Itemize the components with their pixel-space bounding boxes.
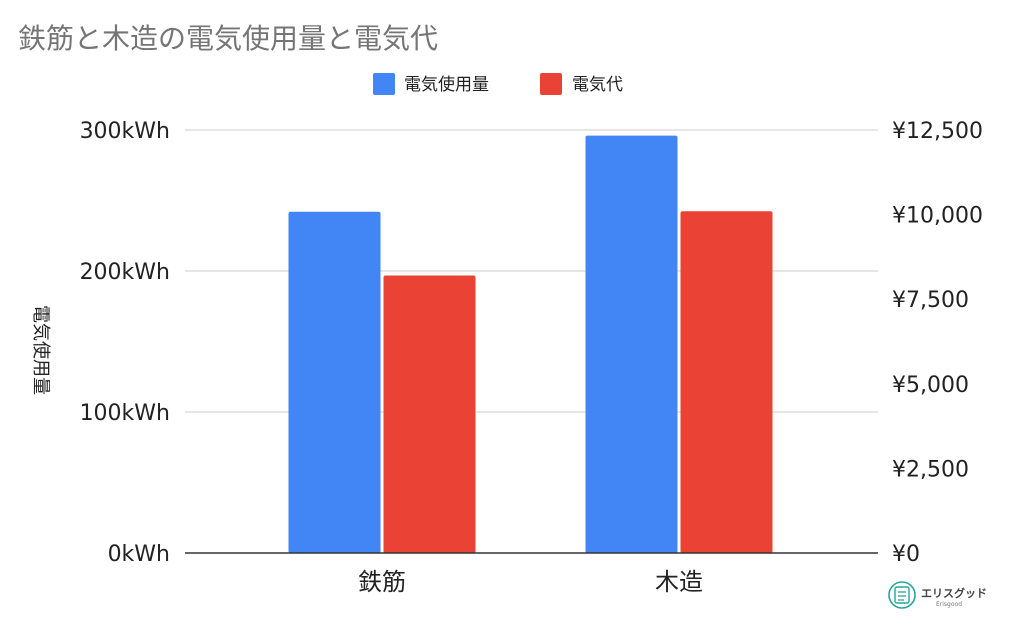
watermark-sub: Erisgood	[936, 601, 962, 608]
right-tick-label: ¥2,500	[892, 457, 969, 482]
bars	[288, 135, 773, 553]
right-tick-label: ¥5,000	[892, 373, 969, 398]
legend-label-cost: 電気代	[572, 75, 623, 95]
category-labels: 鉄筋 木造	[358, 568, 703, 596]
bar-usage-1	[585, 135, 678, 553]
right-tick-label: ¥0	[892, 542, 920, 567]
left-tick-label: 0kWh	[108, 542, 170, 567]
legend-swatch-usage	[373, 73, 395, 95]
y-axis-label: 電気使用量	[30, 305, 51, 395]
left-tick-label: 100kWh	[80, 401, 170, 426]
right-tick-label: ¥10,000	[892, 204, 983, 229]
category-label-rc: 鉄筋	[358, 568, 406, 596]
bar-usage-0	[288, 211, 381, 553]
bar-cost-1	[680, 211, 773, 553]
legend-swatch-cost	[540, 73, 562, 95]
left-tick-labels: 0kWh 100kWh 200kWh 300kWh	[80, 119, 170, 567]
right-tick-labels: ¥0 ¥2,500 ¥5,000 ¥7,500 ¥10,000 ¥12,500	[892, 119, 983, 567]
left-tick-label: 200kWh	[80, 260, 170, 285]
watermark-logo: エリスグッド Erisgood	[888, 581, 987, 609]
bar-cost-0	[383, 275, 476, 553]
left-tick-label: 300kWh	[80, 119, 170, 144]
legend-label-usage: 電気使用量	[404, 74, 489, 95]
right-tick-label: ¥7,500	[892, 288, 969, 313]
document-list-icon	[888, 581, 916, 609]
chart-title: 鉄筋と木造の電気使用量と電気代	[18, 22, 438, 55]
category-label-wood: 木造	[655, 568, 703, 596]
legend: 電気使用量 電気代	[373, 73, 623, 95]
watermark-name: エリスグッド	[921, 586, 987, 600]
right-tick-label: ¥12,500	[892, 119, 983, 144]
